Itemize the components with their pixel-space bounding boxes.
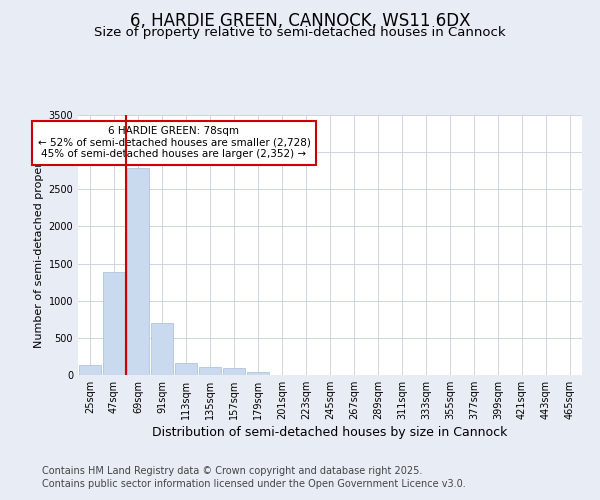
Bar: [247, 372, 269, 375]
Text: 6 HARDIE GREEN: 78sqm
← 52% of semi-detached houses are smaller (2,728)
45% of s: 6 HARDIE GREEN: 78sqm ← 52% of semi-deta…: [38, 126, 310, 160]
Text: Size of property relative to semi-detached houses in Cannock: Size of property relative to semi-detach…: [94, 26, 506, 39]
Text: Contains HM Land Registry data © Crown copyright and database right 2025.: Contains HM Land Registry data © Crown c…: [42, 466, 422, 476]
Bar: [199, 367, 221, 375]
Bar: [127, 168, 149, 375]
Bar: [103, 272, 125, 375]
X-axis label: Distribution of semi-detached houses by size in Cannock: Distribution of semi-detached houses by …: [152, 426, 508, 439]
Bar: [223, 368, 245, 375]
Text: 6, HARDIE GREEN, CANNOCK, WS11 6DX: 6, HARDIE GREEN, CANNOCK, WS11 6DX: [130, 12, 470, 30]
Bar: [175, 362, 197, 375]
Text: Contains public sector information licensed under the Open Government Licence v3: Contains public sector information licen…: [42, 479, 466, 489]
Bar: [151, 323, 173, 375]
Y-axis label: Number of semi-detached properties: Number of semi-detached properties: [34, 142, 44, 348]
Bar: [79, 364, 101, 375]
